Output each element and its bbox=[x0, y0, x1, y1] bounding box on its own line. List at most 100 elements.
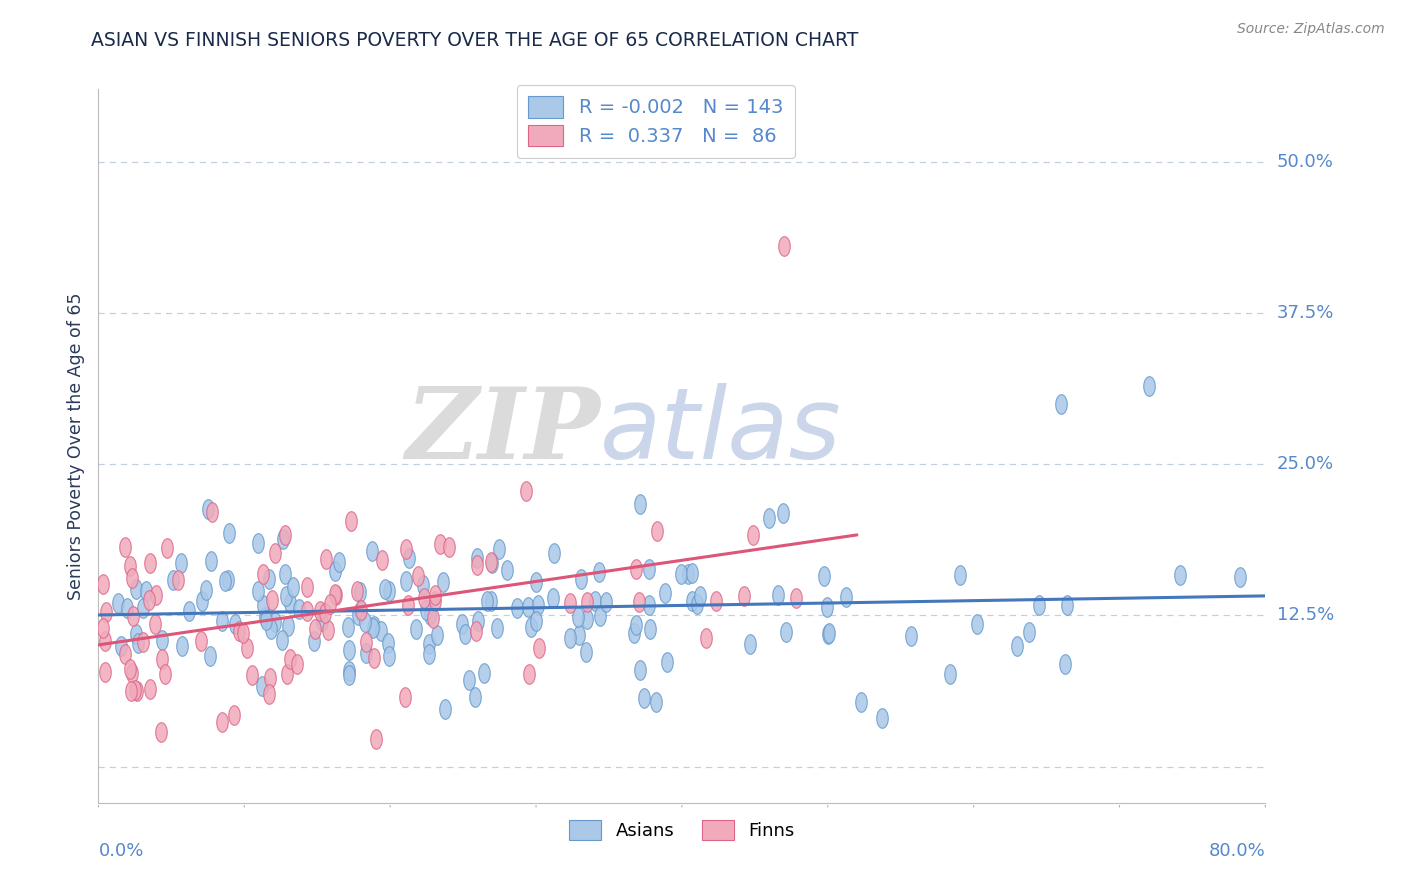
Point bbox=[297, 604, 319, 618]
Point bbox=[426, 628, 449, 642]
Point bbox=[125, 627, 148, 641]
Point bbox=[91, 621, 114, 635]
Point bbox=[273, 528, 295, 542]
Point bbox=[418, 647, 440, 661]
Point bbox=[695, 631, 717, 645]
Point bbox=[624, 618, 647, 632]
Point bbox=[276, 666, 298, 681]
Point bbox=[346, 608, 368, 623]
Point bbox=[94, 605, 117, 619]
Point bbox=[195, 582, 218, 597]
Point bbox=[1056, 598, 1078, 612]
Point bbox=[654, 586, 676, 600]
Text: Source: ZipAtlas.com: Source: ZipAtlas.com bbox=[1237, 22, 1385, 37]
Point bbox=[422, 611, 444, 625]
Point bbox=[254, 613, 277, 627]
Text: ASIAN VS FINNISH SENIORS POVERTY OVER THE AGE OF 65 CORRELATION CHART: ASIAN VS FINNISH SENIORS POVERTY OVER TH… bbox=[91, 31, 859, 50]
Point bbox=[633, 691, 655, 706]
Text: 25.0%: 25.0% bbox=[1277, 455, 1334, 473]
Point bbox=[254, 610, 277, 624]
Point bbox=[543, 546, 565, 560]
Point bbox=[240, 668, 263, 682]
Point bbox=[567, 610, 589, 624]
Point bbox=[257, 573, 280, 587]
Point bbox=[775, 625, 797, 640]
Point bbox=[259, 688, 281, 702]
Point bbox=[395, 574, 418, 588]
Point bbox=[740, 637, 762, 651]
Point bbox=[1137, 378, 1160, 392]
Point bbox=[247, 535, 270, 549]
Point bbox=[120, 559, 142, 574]
Point bbox=[485, 621, 508, 635]
Point bbox=[309, 604, 332, 618]
Point bbox=[520, 620, 543, 634]
Point bbox=[200, 505, 222, 519]
Point bbox=[406, 569, 429, 583]
Point bbox=[127, 636, 149, 650]
Point bbox=[575, 612, 598, 626]
Point bbox=[138, 593, 160, 607]
Point bbox=[689, 589, 711, 603]
Point bbox=[198, 648, 221, 663]
Point bbox=[121, 666, 143, 681]
Point bbox=[325, 564, 347, 578]
Point bbox=[218, 525, 240, 540]
Point bbox=[1229, 570, 1251, 584]
Point bbox=[211, 615, 233, 629]
Point bbox=[114, 647, 136, 661]
Point bbox=[588, 565, 610, 579]
Point bbox=[316, 623, 339, 637]
Point bbox=[138, 682, 160, 697]
Point bbox=[94, 665, 117, 679]
Point bbox=[370, 624, 392, 638]
Point bbox=[259, 622, 281, 636]
Point bbox=[353, 615, 375, 629]
Point bbox=[314, 607, 336, 621]
Point bbox=[1050, 397, 1073, 411]
Point bbox=[131, 634, 153, 648]
Point bbox=[638, 562, 661, 576]
Point bbox=[277, 618, 299, 632]
Y-axis label: Seniors Poverty Over the Age of 65: Seniors Poverty Over the Age of 65 bbox=[66, 293, 84, 599]
Point bbox=[560, 596, 582, 610]
Point bbox=[121, 571, 143, 585]
Point bbox=[264, 615, 287, 629]
Point bbox=[413, 591, 436, 606]
Point bbox=[394, 690, 416, 704]
Point bbox=[432, 574, 454, 589]
Point bbox=[439, 541, 461, 555]
Text: 12.5%: 12.5% bbox=[1277, 607, 1334, 624]
Point bbox=[575, 645, 598, 659]
Point bbox=[124, 682, 146, 697]
Text: ZIP: ZIP bbox=[405, 384, 600, 480]
Text: atlas: atlas bbox=[600, 384, 842, 480]
Point bbox=[472, 665, 495, 680]
Point bbox=[623, 625, 645, 640]
Point bbox=[349, 603, 371, 617]
Point bbox=[281, 581, 304, 595]
Point bbox=[260, 592, 283, 607]
Point bbox=[870, 711, 893, 725]
Legend: Asians, Finns: Asians, Finns bbox=[562, 813, 801, 847]
Point bbox=[851, 695, 873, 709]
Point bbox=[153, 667, 176, 681]
Point bbox=[356, 646, 378, 660]
Point bbox=[568, 628, 591, 642]
Point bbox=[274, 589, 297, 603]
Point bbox=[464, 624, 486, 639]
Point bbox=[118, 662, 141, 676]
Point bbox=[252, 598, 274, 612]
Point bbox=[395, 541, 418, 556]
Point bbox=[477, 594, 499, 608]
Point bbox=[681, 594, 703, 608]
Point bbox=[361, 621, 384, 635]
Point bbox=[676, 567, 699, 582]
Point bbox=[585, 594, 607, 608]
Point bbox=[170, 556, 193, 570]
Point bbox=[323, 586, 346, 600]
Point bbox=[252, 567, 274, 582]
Point bbox=[425, 588, 447, 602]
Point bbox=[496, 563, 519, 577]
Point bbox=[415, 603, 437, 617]
